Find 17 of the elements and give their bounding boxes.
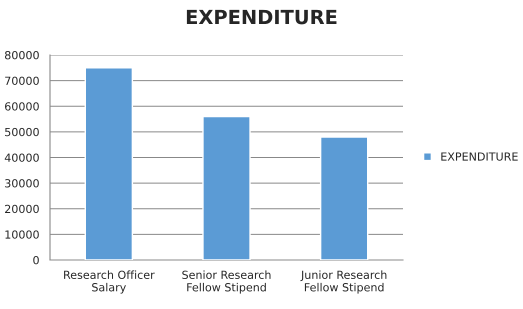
y-tick-label: 0 — [33, 256, 39, 264]
bar — [84, 67, 134, 260]
y-tick-label: 60000 — [5, 102, 39, 111]
y-tick-label: 50000 — [5, 128, 39, 136]
y-tick-label: 80000 — [4, 50, 39, 60]
x-tick-label: Junior Research Fellow Stipend — [300, 270, 386, 294]
chart-title: EXPENDITURE — [186, 10, 336, 24]
x-tick-label: Senior Research Fellow Stipend — [182, 270, 270, 294]
y-tick-label: 40000 — [4, 153, 39, 162]
y-tick-label: 70000 — [5, 76, 39, 86]
y-tick-label: 20000 — [5, 204, 39, 214]
y-tick-label: 30000 — [5, 179, 39, 188]
bar — [320, 136, 368, 260]
legend-label: EXPENDITURE — [441, 152, 518, 161]
bar — [202, 116, 251, 260]
x-tick-label: Research Officer Salary — [64, 270, 155, 294]
y-tick-label: 10000 — [5, 230, 39, 239]
